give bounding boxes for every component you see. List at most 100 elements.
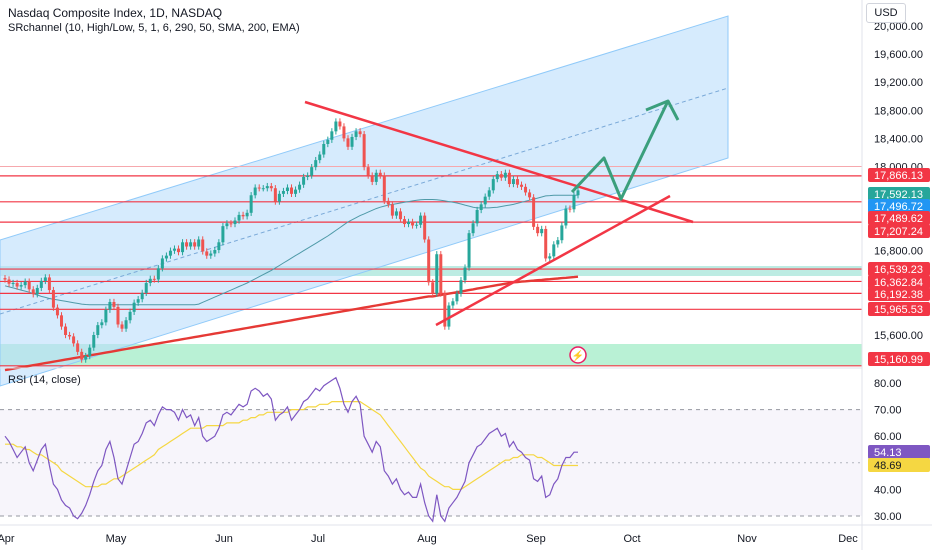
candle-body xyxy=(463,267,467,281)
price-tick-label: 18,400.00 xyxy=(874,133,923,145)
candle-body xyxy=(427,239,431,283)
candle-body xyxy=(104,309,108,323)
candle-body xyxy=(140,292,144,300)
candle-body xyxy=(201,239,205,252)
candle-body xyxy=(382,175,386,201)
candle-body xyxy=(245,212,249,217)
price-badge-bg xyxy=(868,224,930,238)
rsi-tick-label: 70.00 xyxy=(874,405,902,417)
candle-body xyxy=(51,290,55,308)
candle-body xyxy=(27,281,31,290)
candle-body xyxy=(318,154,322,161)
candle-body xyxy=(354,131,358,137)
candle-body xyxy=(310,167,314,176)
rsi-badge-bg xyxy=(868,445,930,459)
candle-body xyxy=(487,190,491,197)
candle-body xyxy=(152,278,156,280)
projection-arrowhead xyxy=(645,99,680,121)
candle-body xyxy=(314,160,318,168)
candle-body xyxy=(423,215,427,240)
candle-body xyxy=(499,174,503,178)
time-tick-label: Jun xyxy=(215,533,233,545)
candle-body xyxy=(370,175,374,182)
candle-body xyxy=(338,121,342,127)
rsi-badge-bg xyxy=(868,458,930,472)
candle-body xyxy=(217,242,221,251)
candle-body xyxy=(55,307,59,316)
price-badge-bg xyxy=(868,275,930,289)
candle-body xyxy=(483,196,487,205)
channel-midline xyxy=(0,87,729,315)
time-tick-label: Apr xyxy=(0,533,15,545)
candle-body xyxy=(225,223,229,227)
price-tick-label: 20,000.00 xyxy=(874,21,923,33)
price-badge: 16,192.38 xyxy=(874,289,923,301)
candle-body xyxy=(7,279,11,284)
candle-body xyxy=(72,336,76,344)
candle-body xyxy=(156,268,160,280)
rsi-label: RSI (14, close) xyxy=(8,374,81,386)
price-badge: 15,160.99 xyxy=(874,354,923,366)
candle-body xyxy=(298,184,302,190)
candle-body xyxy=(294,189,298,194)
candle-body xyxy=(334,121,338,132)
candle-body xyxy=(507,172,511,185)
descending-trendline xyxy=(304,100,694,224)
currency-button[interactable]: USD xyxy=(866,3,906,23)
candle-body xyxy=(564,208,568,226)
candle-body xyxy=(233,220,237,225)
candle-body xyxy=(100,322,104,326)
candle-body xyxy=(124,320,128,329)
candle-body xyxy=(411,221,415,226)
candle-body xyxy=(120,324,124,329)
candle-body xyxy=(479,204,483,210)
candle-body xyxy=(168,250,172,256)
event-icon xyxy=(569,346,587,364)
candle-body xyxy=(386,200,390,205)
candle-body xyxy=(439,254,443,294)
candle-body xyxy=(209,253,213,256)
candle-body xyxy=(515,179,519,185)
candle-body xyxy=(556,240,560,245)
price-tick-label: 18,800.00 xyxy=(874,105,923,117)
candle-body xyxy=(76,343,80,352)
candle-body xyxy=(205,251,209,256)
time-tick-label: Nov xyxy=(737,533,757,545)
candle-body xyxy=(15,283,19,287)
price-badge-bg xyxy=(868,302,930,316)
candle-body xyxy=(35,287,39,295)
price-badge-bg xyxy=(868,199,930,213)
candles xyxy=(3,118,580,363)
candle-body xyxy=(269,186,273,189)
rsi-tick-label: 60.00 xyxy=(874,431,902,443)
candle-body xyxy=(431,282,435,294)
candle-body xyxy=(407,221,411,225)
candle-body xyxy=(572,195,576,210)
candle-body xyxy=(273,188,277,202)
candle-body xyxy=(350,136,354,147)
price-tick-label: 19,200.00 xyxy=(874,77,923,89)
rsi-badge: 48.69 xyxy=(874,460,902,472)
candle-body xyxy=(277,193,281,202)
candle-body xyxy=(177,248,181,253)
candle-body xyxy=(346,138,350,147)
event-icon-glyph: ⚡ xyxy=(572,349,584,362)
candle-body xyxy=(92,335,96,348)
rsi-tick-label: 40.00 xyxy=(874,484,902,496)
candle-body xyxy=(402,219,406,225)
price-tick-label: 15,600.00 xyxy=(874,330,923,342)
price-badge: 17,489.62 xyxy=(874,213,923,225)
candle-body xyxy=(31,289,35,295)
price-badge-bg xyxy=(868,262,930,276)
candle-body xyxy=(471,223,475,234)
candle-body xyxy=(88,347,92,357)
candle-body xyxy=(68,335,72,337)
candle-body xyxy=(257,187,261,189)
ascending-trendline xyxy=(435,194,671,327)
candle-body xyxy=(221,226,225,243)
candle-body xyxy=(108,301,112,310)
candle-body xyxy=(467,233,471,268)
candle-body xyxy=(253,187,257,196)
candle-body xyxy=(241,214,245,217)
